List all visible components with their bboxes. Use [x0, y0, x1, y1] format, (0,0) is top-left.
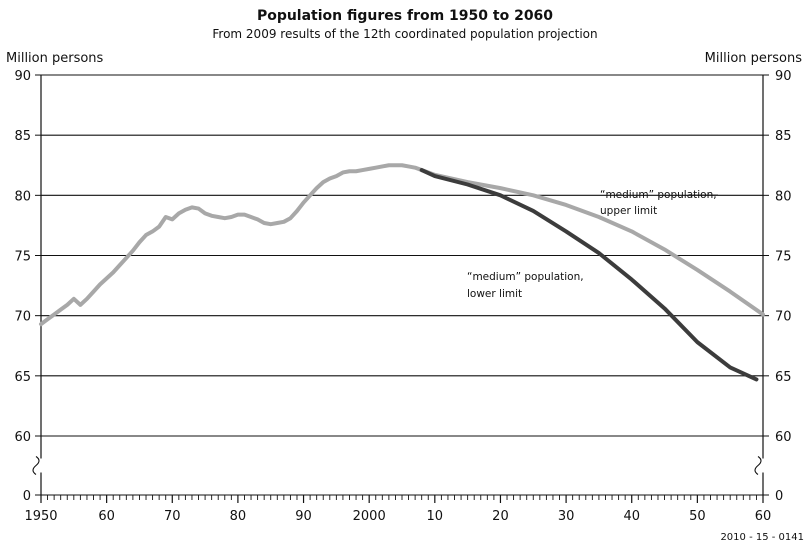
axis-break-gap: [755, 458, 771, 473]
y-tick-label-right: 85: [775, 129, 792, 144]
figure-code: 2010 - 15 - 0141: [720, 532, 804, 543]
x-tick-label: 50: [689, 509, 706, 524]
x-tick-label: 90: [295, 509, 312, 524]
axis-break-mark: [32, 456, 40, 475]
annotation-lower-line1: “medium” population,: [467, 271, 584, 283]
y-axis-title-left: Million persons: [6, 51, 104, 66]
y-tick-label-left: 75: [14, 250, 31, 265]
y-tick-label-left: 80: [14, 189, 31, 204]
x-tick-label: 60: [98, 509, 115, 524]
chart-title: Population figures from 1950 to 2060: [257, 8, 553, 24]
x-tick-label: 40: [623, 509, 640, 524]
x-tick-label: 70: [164, 509, 181, 524]
series-line-historical: [39, 163, 424, 327]
annotation-upper-line2: upper limit: [600, 205, 657, 217]
annotation-upper-line1: “medium” population,: [600, 189, 717, 201]
y-axis-title-right: Million persons: [705, 51, 803, 66]
y-tick-label-left: 70: [14, 310, 31, 325]
y-tick-label-left: 90: [14, 69, 31, 84]
axis-break-mark: [754, 456, 762, 475]
y-tick-label-right: 65: [775, 370, 792, 385]
x-tick-label: 1950: [24, 509, 57, 524]
annotation-lower-line2: lower limit: [467, 288, 522, 300]
y-tick-label-left: 85: [14, 129, 31, 144]
y-tick-label-left: 60: [14, 430, 31, 445]
y-tick-label-right: 90: [775, 69, 792, 84]
y-tick-label-left: 65: [14, 370, 31, 385]
series-line-upper-limit: [419, 168, 765, 317]
x-tick-label: 2000: [353, 509, 386, 524]
y-tick-label-right: 80: [775, 189, 792, 204]
y-tick-label-right: 70: [775, 310, 792, 325]
x-tick-label: 60: [755, 509, 772, 524]
chart-subtitle: From 2009 results of the 12th coordinate…: [212, 27, 597, 41]
y-tick-label-right: 0: [775, 489, 783, 504]
axis-break-gap: [33, 458, 49, 473]
y-tick-label-right: 60: [775, 430, 792, 445]
series-line-lower-limit: [419, 168, 759, 382]
x-tick-label: 30: [558, 509, 575, 524]
x-tick-label: 10: [427, 509, 444, 524]
y-tick-label-left: 0: [23, 489, 31, 504]
x-tick-label: 20: [492, 509, 509, 524]
y-tick-label-right: 75: [775, 250, 792, 265]
x-tick-label: 80: [230, 509, 247, 524]
